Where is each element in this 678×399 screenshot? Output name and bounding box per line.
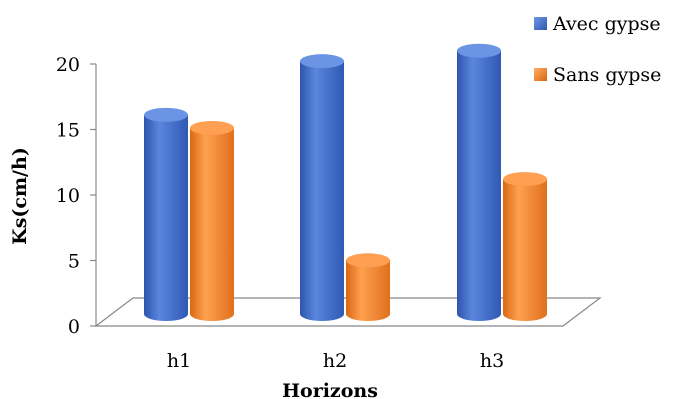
bar-top [190, 120, 234, 135]
legend-item-2: Sans gypse [534, 64, 661, 86]
bar-body [346, 260, 390, 321]
y-axis-title: Ks(cm/h) [9, 147, 31, 245]
legend-label: Avec gypse [552, 13, 661, 35]
legend-item-1: Avec gypse [534, 13, 661, 35]
x-axis-title: Horizons [282, 380, 378, 399]
bars [144, 43, 547, 322]
legend-swatch [534, 68, 547, 81]
bar-body [190, 127, 234, 321]
legend: Avec gypse Sans gypse [534, 13, 661, 86]
y-tick-label: 15 [56, 120, 80, 142]
bar-body [503, 179, 547, 321]
legend-label: Sans gypse [553, 64, 661, 86]
bar-top [503, 172, 547, 187]
y-tick-label: 20 [56, 54, 80, 76]
bar-body [144, 114, 188, 321]
y-tick-label: 0 [68, 316, 80, 338]
bar-h1-series-2 [190, 120, 234, 321]
bar-h2-series-1 [300, 54, 344, 322]
y-axis-ticks: 0 5 10 15 20 [56, 54, 96, 338]
bar-h3-series-2 [503, 172, 547, 321]
y-tick-label: 5 [68, 251, 80, 273]
bar-body [457, 50, 501, 321]
x-tick-label: h1 [167, 350, 191, 372]
x-tick-label: h2 [323, 350, 347, 372]
x-axis-labels: h1 h2 h3 [167, 350, 504, 372]
bar-top [346, 253, 390, 268]
bar-h1-series-1 [144, 107, 188, 321]
bar-body [300, 61, 344, 322]
bar-top [144, 107, 188, 122]
bar-h3-series-1 [457, 43, 501, 321]
y-tick-label: 10 [56, 185, 80, 207]
x-tick-label: h3 [480, 350, 504, 372]
bar-top [300, 54, 344, 69]
bar-top [457, 43, 501, 58]
bar-h2-series-2 [346, 253, 390, 321]
legend-swatch [534, 17, 547, 30]
